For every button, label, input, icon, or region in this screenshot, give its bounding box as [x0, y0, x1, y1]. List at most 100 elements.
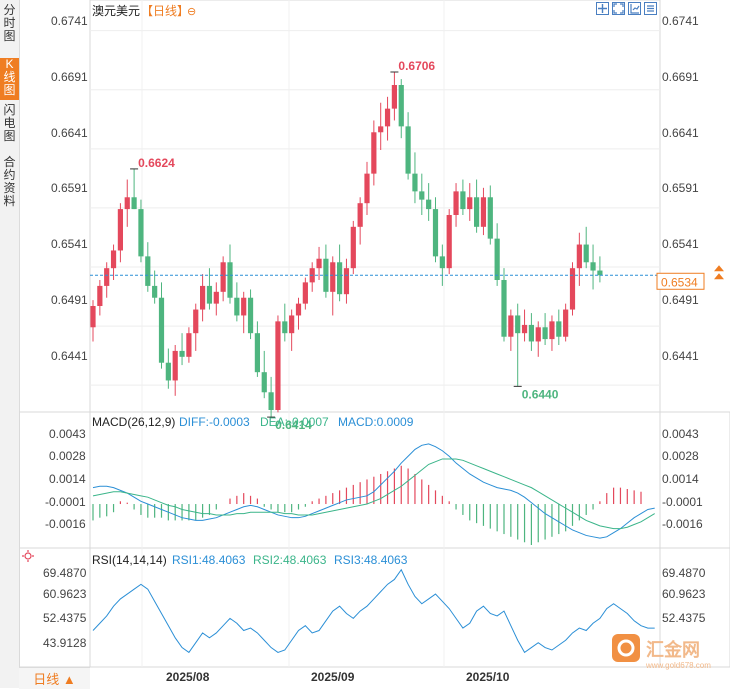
tab-flash-chart[interactable]: 闪电图: [3, 103, 16, 143]
candle-body: [90, 306, 96, 328]
candle-body: [439, 256, 445, 269]
price-tick: 0.6491: [51, 293, 88, 307]
price-axis-left: 0.6741 0.6691 0.6641 0.6591 0.6541 0.649…: [51, 14, 88, 363]
crosshair-icon[interactable]: [596, 2, 609, 15]
candlestick-series: [90, 72, 603, 418]
price-tick: 0.6691: [51, 70, 88, 84]
candle-body: [391, 85, 397, 109]
macd-axis-right: 0.0043 0.0028 0.0014 -0.0001 -0.0016: [662, 427, 703, 531]
fullscreen-icon[interactable]: [612, 2, 625, 15]
candle-body: [254, 333, 260, 373]
candle-body: [398, 85, 404, 127]
candle-body: [330, 262, 336, 292]
date-tick: 2025/10: [466, 670, 510, 684]
candle-body: [528, 324, 534, 342]
annotation-label: 0.6706: [398, 59, 435, 73]
tab-timeshare[interactable]: 分时图: [3, 3, 16, 43]
rsi-tick: 52.4375: [43, 611, 87, 625]
price-tick: 0.6441: [662, 349, 699, 363]
price-tick: 0.6591: [51, 181, 88, 195]
kline-chart: 澳元美元 【日线】 ⊖ 0.6741 0.6691 0.6641 0.6591 …: [19, 0, 730, 684]
macd-tick: 0.0028: [49, 449, 86, 463]
candle-body: [563, 309, 569, 337]
candle-body: [460, 191, 466, 210]
price-marker-icon: [714, 265, 724, 280]
current-price-box: [656, 272, 705, 290]
candle-body: [583, 244, 589, 263]
candle-body: [549, 321, 555, 340]
candle-body: [172, 350, 178, 381]
rsi1-label: RSI1:48.4063: [172, 553, 246, 567]
rsi-tick: 52.4375: [662, 611, 706, 625]
candle-body: [597, 270, 603, 276]
price-tick: 0.6541: [662, 237, 699, 251]
candle-body: [364, 173, 370, 204]
price-tick: 0.6641: [662, 126, 699, 140]
rsi-tick: 60.9623: [43, 587, 87, 601]
candle-body: [110, 250, 117, 269]
tab-kline[interactable]: K线图: [0, 58, 19, 100]
price-annotations: 0.6624 0.6706 0.6414 0.6440: [130, 59, 559, 432]
candle-body: [357, 203, 363, 227]
annotation-label: 0.6414: [275, 418, 312, 432]
date-tick: 2025/09: [311, 670, 355, 684]
candle-body: [158, 297, 165, 363]
sidebar: 分时图 K线图 闪电图 合约资料: [0, 0, 20, 688]
zoom-out-icon[interactable]: ⊖: [187, 6, 196, 18]
annotation-label: 0.6440: [522, 387, 559, 401]
macd-tick: 0.0028: [662, 449, 699, 463]
candle-body: [213, 291, 219, 304]
candle-body: [426, 199, 432, 210]
rsi-tick: 69.4870: [43, 566, 87, 580]
price-tick: 0.6641: [51, 126, 88, 140]
candle-body: [378, 126, 384, 133]
rsi-panel-frame: [19, 547, 730, 668]
candle-body: [384, 108, 391, 127]
price-axis-right: 0.6741 0.6691 0.6641 0.6591 0.6541 0.649…: [662, 14, 699, 363]
settings-icon[interactable]: [644, 2, 657, 15]
candle-body: [220, 262, 226, 292]
candle-body: [206, 285, 213, 304]
candle-body: [453, 191, 459, 215]
candle-body: [535, 327, 541, 342]
period-selector[interactable]: 日线 ▲: [19, 667, 90, 689]
candle-body: [295, 303, 302, 316]
instrument-title: 澳元美元: [92, 4, 140, 18]
candle-body: [337, 262, 343, 295]
price-tick: 0.6741: [662, 14, 699, 28]
macd-histogram: [92, 465, 642, 545]
candle-body: [124, 197, 130, 210]
candle-body: [501, 280, 507, 337]
macd-tick: -0.0001: [662, 495, 703, 509]
candle-body: [97, 285, 103, 306]
candle-body: [480, 197, 487, 227]
rsi-params-label: RSI(14,14,14): [92, 553, 167, 567]
indicator-icon[interactable]: [628, 2, 641, 15]
candle-body: [419, 191, 425, 200]
current-price-label: 0.6534: [661, 275, 698, 289]
candle-body: [234, 297, 240, 316]
candle-body: [576, 244, 582, 269]
candle-body: [261, 372, 267, 393]
candle-body: [350, 226, 356, 269]
macd-tick: 0.0014: [49, 472, 86, 486]
macd-tick: -0.0016: [662, 517, 703, 531]
candle-body: [227, 262, 233, 298]
price-tick: 0.6691: [662, 70, 699, 84]
rsi3-label: RSI3:48.4063: [334, 553, 408, 567]
candle-body: [487, 197, 493, 239]
candle-body: [131, 197, 137, 210]
macd-dea-line: [92, 458, 655, 530]
candle-body: [138, 209, 144, 257]
rsi-settings-icon[interactable]: [22, 550, 34, 562]
candle-body: [302, 282, 308, 304]
candle-body: [104, 268, 110, 286]
tab-contract-info[interactable]: 合约资料: [3, 155, 16, 208]
candle-body: [152, 285, 158, 298]
candle-body: [193, 309, 199, 334]
candle-body: [515, 315, 521, 334]
candle-body: [556, 321, 562, 337]
candle-body: [508, 315, 514, 337]
candle-body: [467, 197, 473, 210]
candle-body: [117, 209, 123, 251]
